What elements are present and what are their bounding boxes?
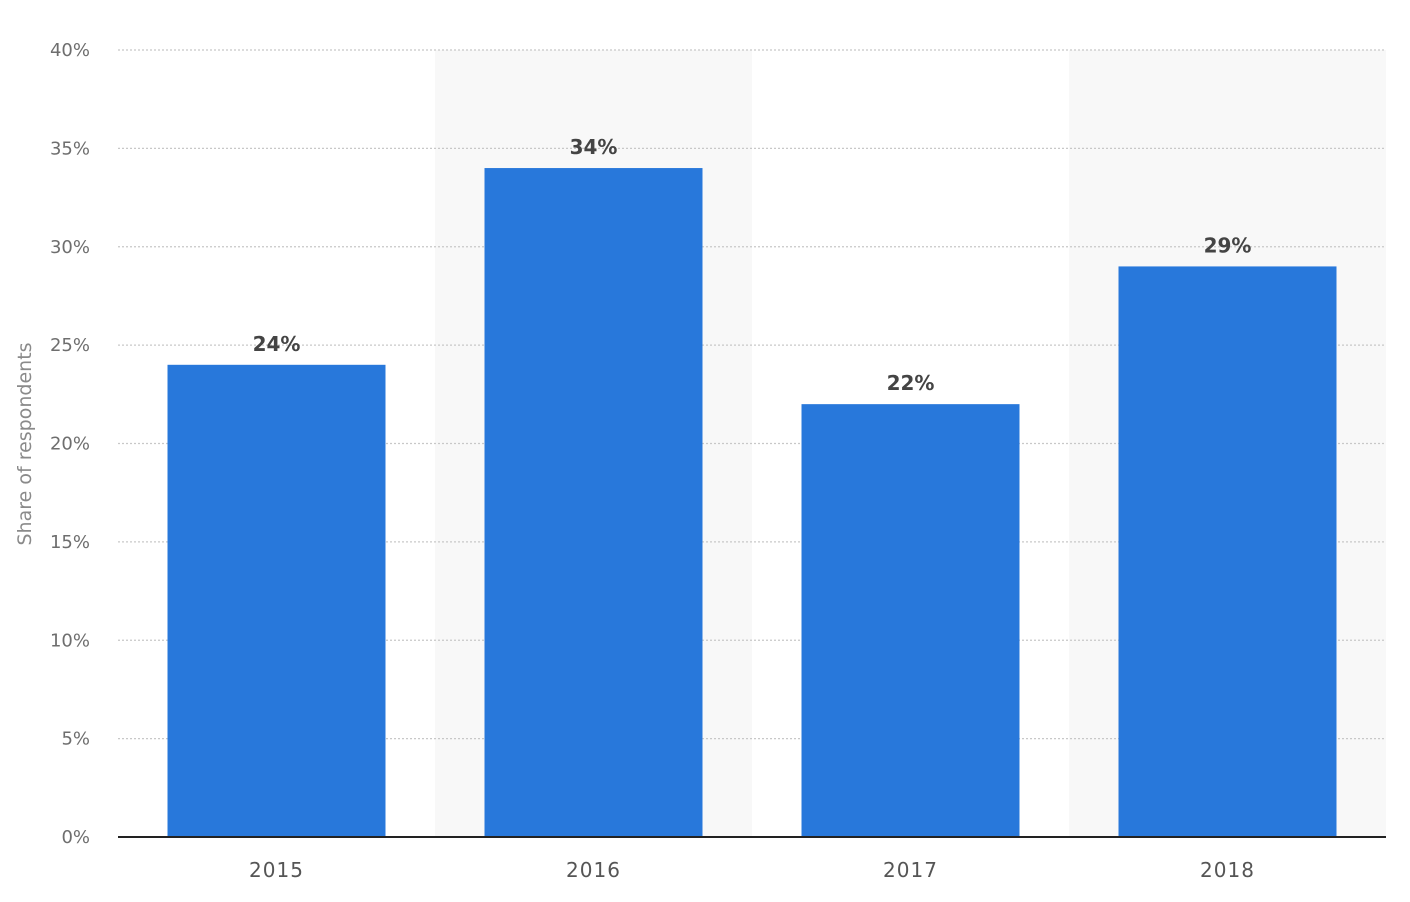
bar-2017 [801, 404, 1020, 837]
y-tick-label: 15% [50, 532, 90, 553]
bars [167, 168, 1337, 838]
data-label: 22% [887, 371, 935, 395]
y-tick-label: 35% [50, 138, 90, 159]
bar-2016 [484, 168, 703, 838]
y-tick-label: 30% [50, 237, 90, 258]
x-tick-label: 2018 [1200, 858, 1255, 882]
bar-2018 [1118, 266, 1337, 837]
bar-2015 [167, 364, 386, 837]
y-tick-label: 20% [50, 434, 90, 455]
data-label: 24% [253, 332, 301, 356]
x-tick-label: 2015 [249, 858, 304, 882]
x-tick-label: 2016 [566, 858, 621, 882]
x-tick-label: 2017 [883, 858, 938, 882]
y-tick-label: 10% [50, 630, 90, 651]
y-axis-label: Share of respondents [14, 342, 36, 545]
y-tick-label: 5% [61, 729, 90, 750]
x-axis-ticks: 2015 2016 2017 2018 [249, 858, 1255, 882]
y-tick-label: 25% [50, 335, 90, 356]
y-tick-label: 0% [61, 827, 90, 848]
y-axis-ticks: 0% 5% 10% 15% 20% 25% 30% 35% 40% [50, 40, 90, 848]
y-tick-label: 40% [50, 40, 90, 61]
data-labels: 24% 34% 22% 29% [253, 135, 1252, 395]
data-label: 29% [1204, 233, 1252, 257]
data-label: 34% [570, 135, 618, 159]
